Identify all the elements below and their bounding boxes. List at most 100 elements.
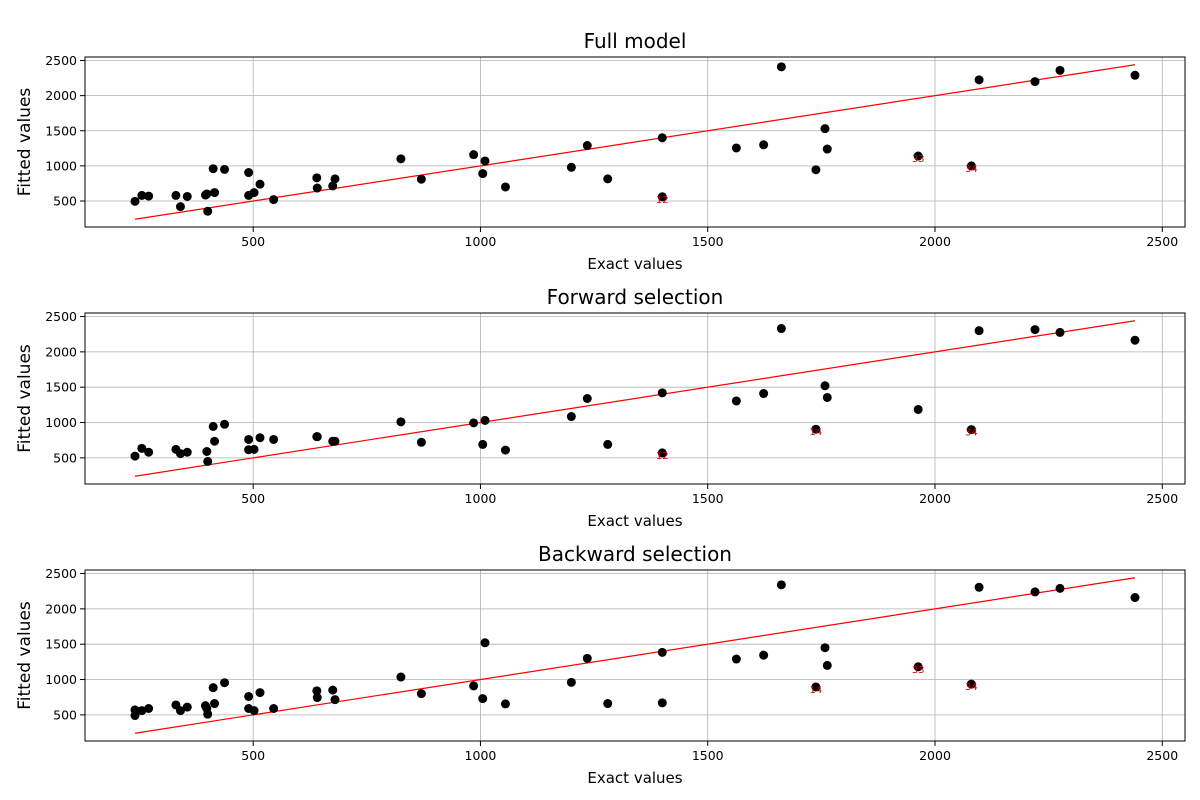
point-annotation: 12 — [656, 451, 669, 462]
data-point — [1055, 327, 1065, 337]
data-point — [603, 699, 613, 709]
data-point — [822, 144, 832, 154]
data-point — [566, 162, 576, 172]
data-point — [396, 672, 406, 682]
data-point — [137, 190, 147, 200]
point-annotation: 12 — [656, 195, 669, 206]
x-tick-label: 2000 — [919, 491, 951, 506]
y-tick-label: 500 — [53, 707, 77, 722]
data-point — [974, 582, 984, 592]
data-point — [255, 688, 265, 698]
data-point — [731, 654, 741, 664]
data-point — [811, 165, 821, 175]
data-point — [759, 140, 769, 150]
y-tick-label: 2500 — [45, 566, 77, 581]
data-point — [974, 326, 984, 336]
data-point — [130, 711, 140, 721]
data-point — [478, 169, 488, 179]
plot-area: 14 33 34 500 1000 1500 2000 2500 500 1000 1500 2000… — [45, 566, 1186, 763]
data-point — [220, 164, 230, 174]
data-point — [244, 168, 254, 178]
data-point — [396, 417, 406, 427]
y-tick-label: 1000 — [45, 672, 77, 687]
point-annotation: 34 — [965, 682, 978, 693]
data-point — [469, 418, 479, 428]
x-tick-label: 2500 — [1146, 491, 1178, 506]
data-point — [582, 394, 592, 403]
data-point — [203, 709, 213, 719]
data-point — [820, 381, 830, 391]
data-point — [913, 151, 923, 161]
data-point — [974, 75, 984, 85]
y-tick-label: 500 — [53, 450, 77, 465]
data-point — [249, 706, 259, 716]
x-tick-label: 1500 — [692, 491, 724, 506]
point-annotation: 14 — [810, 427, 823, 438]
data-point — [811, 682, 821, 692]
data-point — [182, 447, 192, 457]
x-tick-label: 2500 — [1146, 234, 1178, 249]
data-point — [312, 173, 322, 183]
data-point — [966, 425, 976, 435]
axes-frame — [84, 569, 1186, 742]
data-point — [657, 448, 667, 458]
data-point — [203, 206, 213, 216]
data-point — [220, 678, 230, 688]
data-point — [822, 392, 832, 402]
data-point — [966, 161, 976, 171]
chart-title: Forward selection — [547, 285, 724, 309]
data-point — [566, 677, 576, 687]
x-axis-label: Exact values — [587, 512, 682, 530]
data-point — [731, 396, 741, 406]
point-annotation: 33 — [912, 665, 925, 676]
data-point — [330, 436, 340, 446]
x-tick-label: 1000 — [465, 491, 497, 506]
x-tick-label: 500 — [241, 234, 265, 249]
data-point — [603, 174, 613, 184]
point-annotation: 34 — [965, 164, 978, 175]
y-tick-label: 1000 — [45, 158, 77, 173]
data-point — [171, 190, 181, 200]
data-point — [1055, 583, 1065, 593]
data-point — [137, 706, 147, 716]
data-point — [208, 164, 218, 174]
point-annotation: 14 — [810, 685, 823, 696]
data-point — [480, 156, 490, 166]
x-tick-label: 1500 — [692, 748, 724, 763]
data-point — [330, 174, 340, 184]
panel-backward-selection: Backward selection Exact values Fitted v… — [15, 542, 1186, 787]
data-point — [202, 446, 212, 456]
axes-frame — [84, 312, 1186, 485]
data-point — [913, 404, 923, 414]
data-point — [269, 434, 279, 444]
data-point — [208, 683, 218, 693]
data-point — [657, 388, 667, 398]
y-tick-label: 2500 — [45, 309, 77, 324]
data-point — [182, 702, 192, 712]
data-point — [416, 437, 426, 447]
panel-forward-selection: Forward selection Exact values Fitted va… — [15, 285, 1186, 530]
data-point — [330, 695, 340, 705]
data-point — [1030, 587, 1040, 597]
x-tick-label: 500 — [241, 491, 265, 506]
data-point — [566, 412, 576, 422]
axes-frame — [84, 56, 1186, 228]
y-tick-label: 1000 — [45, 415, 77, 430]
x-tick-label: 1500 — [692, 234, 724, 249]
x-tick-label: 2000 — [919, 748, 951, 763]
data-point — [220, 419, 230, 429]
data-point — [822, 660, 832, 670]
data-point — [1130, 70, 1140, 80]
plot-area: 12 33 34 500 1000 1500 2000 2500 500 1000 1500 2000… — [45, 53, 1186, 249]
data-point — [469, 681, 479, 691]
x-axis-label: Exact values — [587, 255, 682, 273]
data-point — [731, 143, 741, 153]
data-point — [811, 424, 821, 434]
data-point — [603, 439, 613, 449]
data-point — [820, 643, 830, 653]
data-point — [144, 703, 154, 713]
data-point — [776, 62, 786, 72]
data-point — [966, 679, 976, 689]
data-point — [1030, 325, 1040, 335]
